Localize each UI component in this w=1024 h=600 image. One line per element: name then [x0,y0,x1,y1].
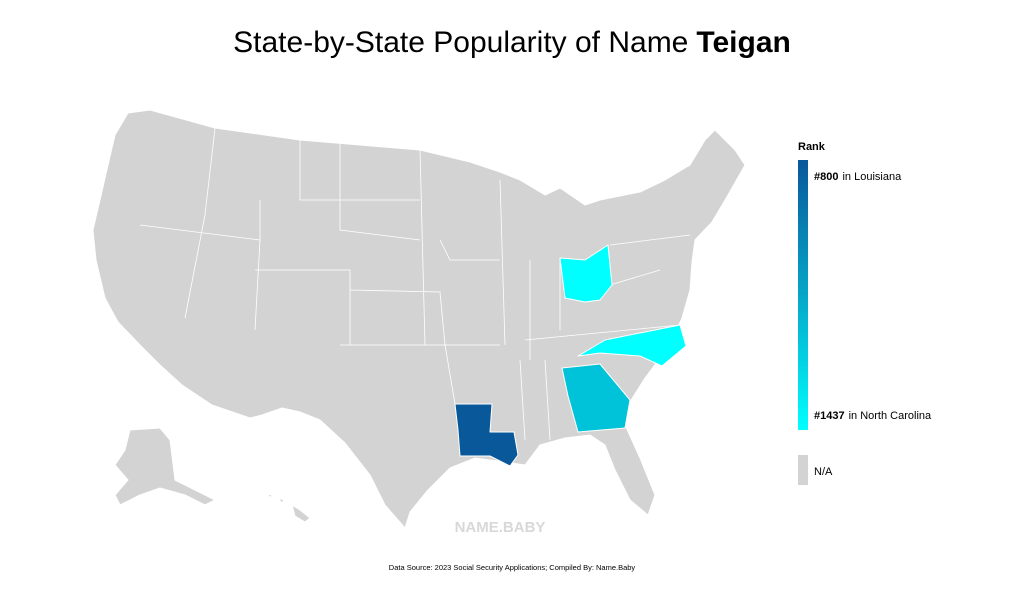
legend-na-swatch [798,455,808,485]
legend: Rank #800 in Louisiana #1437 in North Caro… [798,141,932,485]
georgia [561,363,631,433]
map [92,109,746,529]
legend-low-rank: #1437 [814,410,845,422]
legend-title: Rank [798,141,826,153]
legend-high-rank: #800 [814,171,838,183]
watermark: NAME.BABY [455,519,546,536]
title-text: State-by-State Popularity of Name [233,26,688,59]
hawaii [267,493,311,523]
state-borders [139,127,691,441]
north-carolina [577,324,687,367]
legend-high-state: in Louisiana [842,171,902,183]
legend-low-state: in North Carolina [849,410,932,422]
us-contiguous [92,109,746,529]
legend-high: #800 in Louisiana [814,171,902,183]
footer: Data Source: 2023 Social Security Applic… [389,563,636,572]
legend-low: #1437 in North Carolina [814,410,932,422]
ohio [559,244,613,303]
title-name: Teigan [696,26,790,59]
louisiana [454,403,519,467]
legend-na: N/A [814,466,833,478]
legend-gradient [798,160,808,430]
title: State-by-State Popularity of Name Teigan [233,26,791,59]
alaska [114,427,216,506]
